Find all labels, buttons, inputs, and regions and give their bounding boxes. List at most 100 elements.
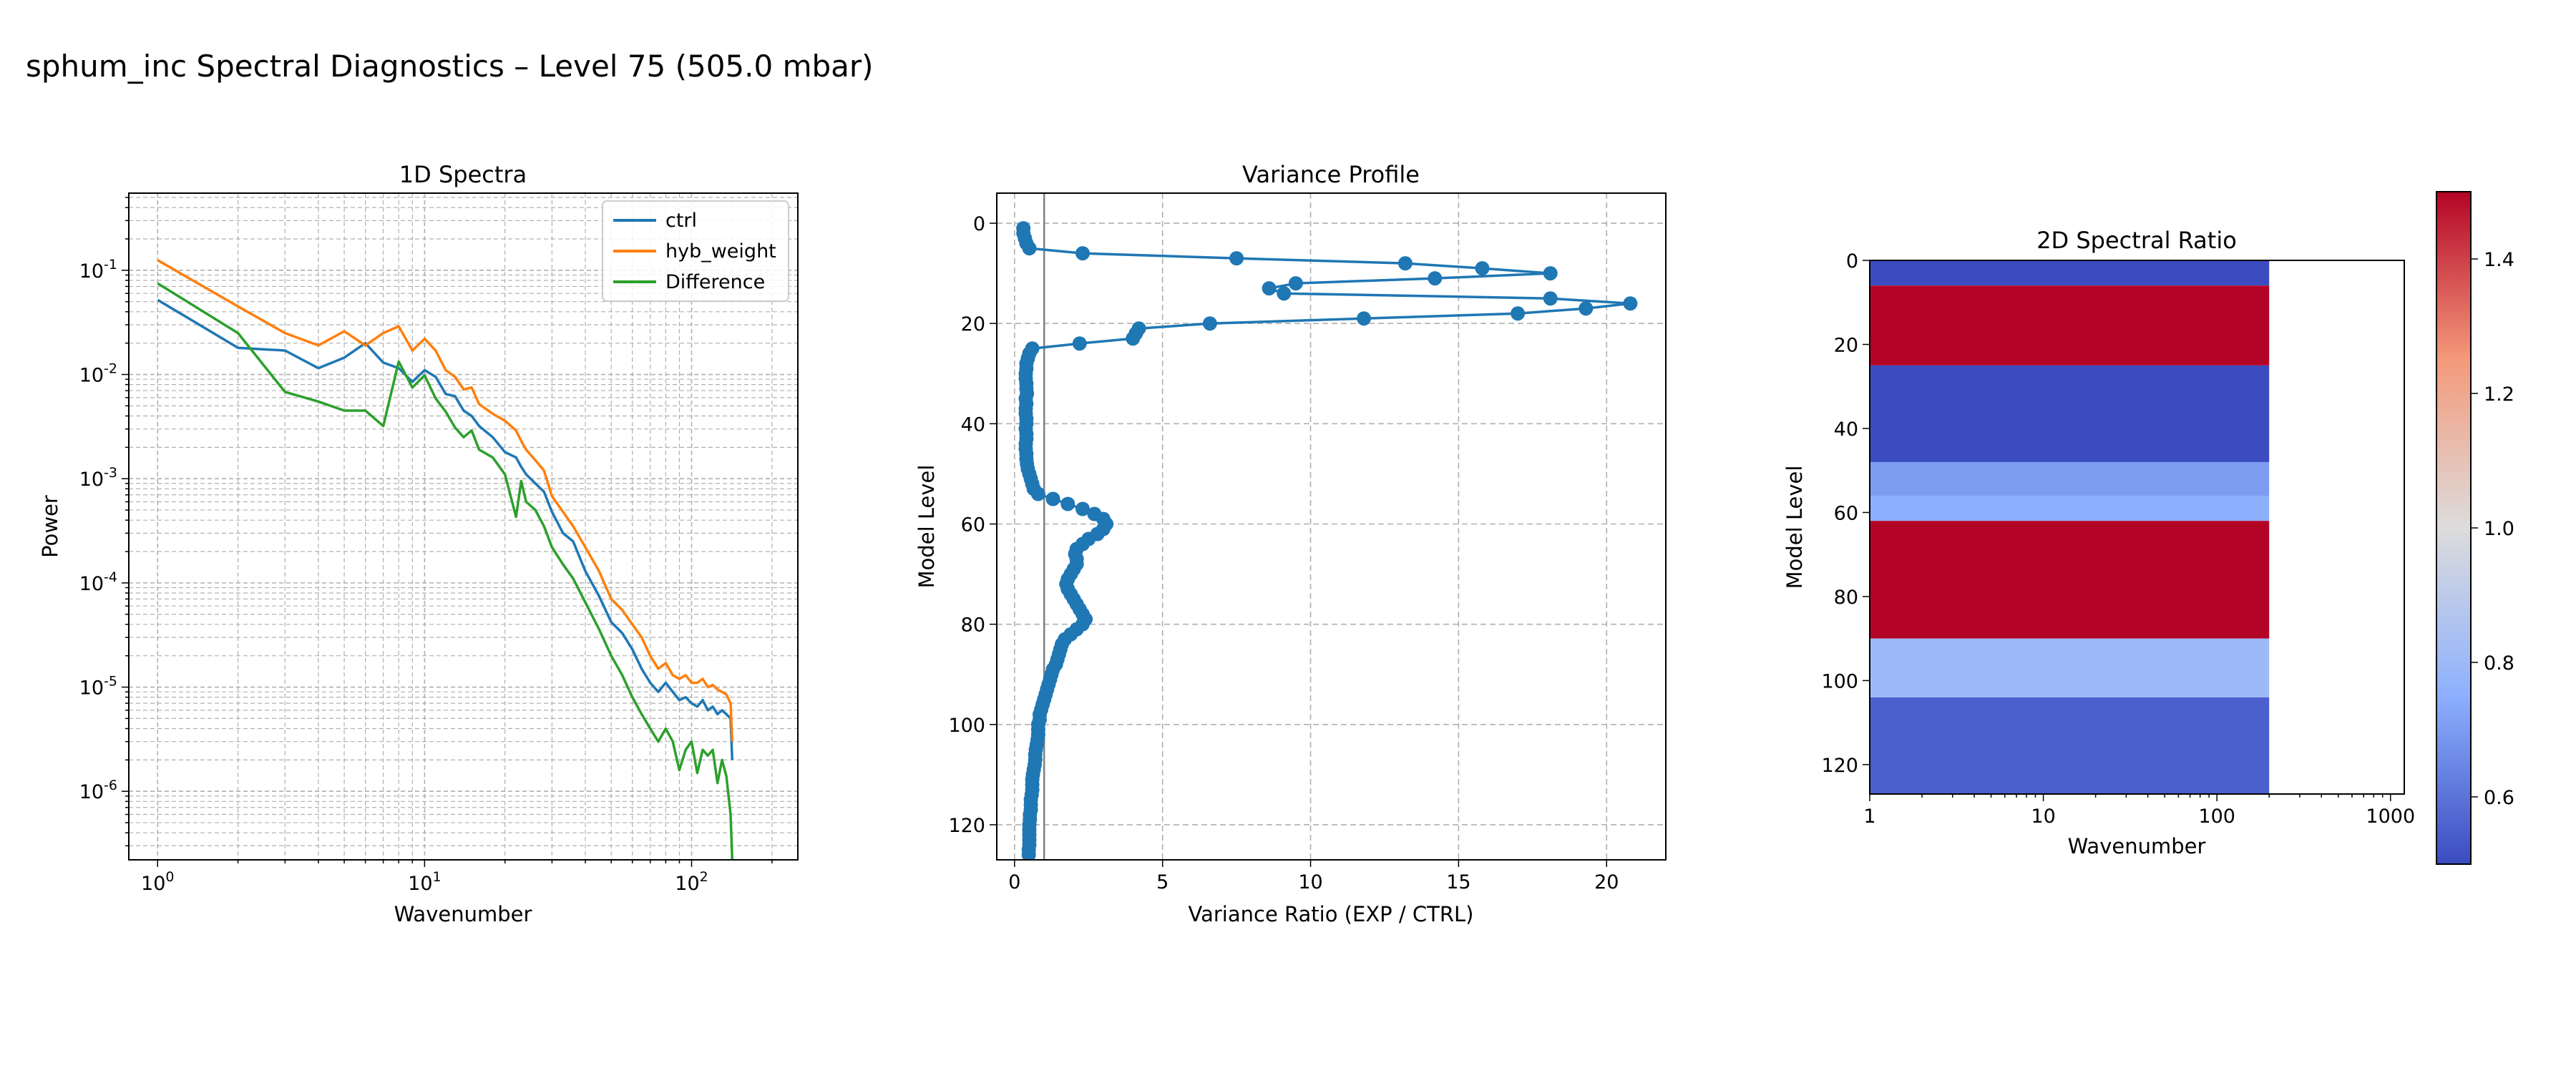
spectra-legend: ctrl hyb_weight Difference (602, 200, 789, 302)
heatmap-band (1870, 285, 2270, 366)
variance-point (1126, 331, 1141, 346)
variance-marks (1016, 193, 1638, 860)
spectra-title: 1D Spectra (399, 161, 527, 188)
variance-point (1229, 251, 1244, 266)
spectra-xlabel: Wavenumber (394, 902, 532, 926)
variance-point (1397, 256, 1413, 271)
x-tick-label: 20 (1594, 871, 1619, 893)
heatmap-band (1870, 260, 2270, 286)
y-tick-label: 10-2 (79, 361, 117, 387)
variance-point (1277, 286, 1292, 301)
variance-point (1579, 301, 1594, 316)
y-tick-label: 100 (1821, 670, 1858, 692)
y-tick-label: 10-5 (79, 674, 117, 700)
variance-xlabel: Variance Ratio (EXP / CTRL) (1189, 902, 1474, 926)
y-tick-label: 10-3 (79, 465, 117, 491)
variance-point (1511, 306, 1526, 321)
y-tick-label: 100 (948, 715, 985, 737)
variance-ylabel: Model Level (914, 465, 939, 589)
x-tick-label: 15 (1446, 871, 1470, 893)
heatmap-band (1870, 638, 2270, 697)
variance-point (1623, 296, 1638, 311)
y-tick-label: 60 (961, 514, 985, 536)
y-tick-label: 120 (1821, 755, 1858, 777)
variance-point (1202, 316, 1217, 331)
heatmap-band (1870, 461, 2270, 496)
variance-point (1075, 501, 1090, 516)
y-tick-label: 20 (961, 313, 985, 335)
variance-point (1030, 486, 1045, 501)
variance-point (1288, 276, 1303, 291)
y-tick-label: 80 (1834, 587, 1858, 609)
panel-1d-spectra: 100 101 102 10-6 10-5 10-4 10-3 10-2 10-1 1D Spe… (38, 161, 799, 926)
spectra-frame (128, 192, 799, 861)
x-tick-label: 0 (1008, 871, 1020, 893)
x-tick-label: 100 (2198, 805, 2235, 828)
variance-point (1075, 246, 1090, 261)
x-tick-label: 102 (675, 869, 708, 895)
heatmap-title: 2D Spectral Ratio (2036, 227, 2237, 254)
y-tick-label: 10-4 (79, 569, 117, 595)
colorbar-tick-label: 1.0 (2484, 518, 2514, 540)
x-tick-label: 10 (1298, 871, 1322, 893)
variance-point (1045, 491, 1060, 506)
y-tick-label: 80 (961, 614, 985, 637)
series-line-ctrl (157, 298, 734, 760)
heatmap-band (1870, 495, 2270, 521)
x-tick-label: 10 (2031, 805, 2055, 828)
variance-line (1022, 228, 1632, 855)
heatmap-frame (1869, 260, 2405, 795)
variance-point (1357, 311, 1371, 326)
x-tick-label: 1000 (2366, 805, 2415, 828)
panel-2d-spectral-ratio: 1 10 100 1000 0 20 40 60 80 100 120 2D Spectral Ra… (1782, 191, 2514, 865)
heatmap-band (1870, 521, 2270, 639)
y-tick-label: 60 (1834, 502, 1858, 524)
variance-point (1475, 261, 1490, 276)
series-line-difference (157, 282, 734, 860)
variance-point (1262, 281, 1277, 296)
colorbar-tick-label: 1.4 (2484, 249, 2514, 271)
legend-label-difference: Difference (665, 271, 765, 293)
variance-title: Variance Profile (1242, 161, 1420, 188)
variance-point (1543, 266, 1558, 281)
x-tick-label: 1 (1863, 805, 1875, 828)
legend-box (602, 200, 789, 302)
colorbar-ticks: 0.6 0.8 1.0 1.2 1.4 (2471, 249, 2514, 809)
heatmap-band (1870, 365, 2270, 462)
colorbar-tick-label: 1.2 (2484, 383, 2514, 406)
heatmap-ylabel: Model Level (1782, 466, 1807, 589)
heatmap-xlabel: Wavenumber (2068, 834, 2206, 858)
y-tick-label: 0 (973, 213, 985, 235)
heatmap-band (1870, 697, 2270, 794)
variance-point (1072, 336, 1087, 351)
y-tick-label: 40 (1834, 418, 1858, 441)
y-tick-label: 20 (1834, 334, 1858, 356)
heatmap-cells (1870, 260, 2270, 794)
x-tick-label: 100 (141, 869, 174, 895)
y-tick-label: 10-6 (79, 778, 117, 803)
variance-point (1428, 271, 1443, 286)
figure-title: sphum_inc Spectral Diagnostics – Level 7… (26, 49, 874, 84)
variance-point (1021, 848, 1036, 860)
y-tick-label: 40 (961, 413, 985, 436)
legend-label-hyb-weight: hyb_weight (665, 240, 776, 263)
x-tick-label: 101 (408, 869, 441, 895)
variance-point (1060, 496, 1075, 511)
y-tick-label: 0 (1846, 250, 1858, 273)
variance-point (1022, 241, 1037, 256)
series-line-hyb-weight (157, 259, 734, 742)
spectra-lines (157, 259, 734, 860)
spectra-grid (129, 193, 798, 860)
x-tick-label: 5 (1156, 871, 1169, 893)
colorbar-gradient (2436, 191, 2472, 865)
legend-label-ctrl: ctrl (665, 210, 697, 232)
variance-frame (996, 192, 1667, 861)
colorbar-tick-label: 0.6 (2484, 787, 2514, 809)
colorbar-tick-label: 0.8 (2484, 652, 2514, 675)
colorbar: 0.6 0.8 1.0 1.2 1.4 (2436, 191, 2514, 865)
y-tick-label: 120 (948, 815, 985, 837)
y-tick-label: 10-1 (79, 257, 117, 283)
spectra-ylabel: Power (38, 495, 62, 558)
variance-ticks: 0 5 10 15 20 0 20 40 60 80 100 120 (948, 213, 1619, 893)
